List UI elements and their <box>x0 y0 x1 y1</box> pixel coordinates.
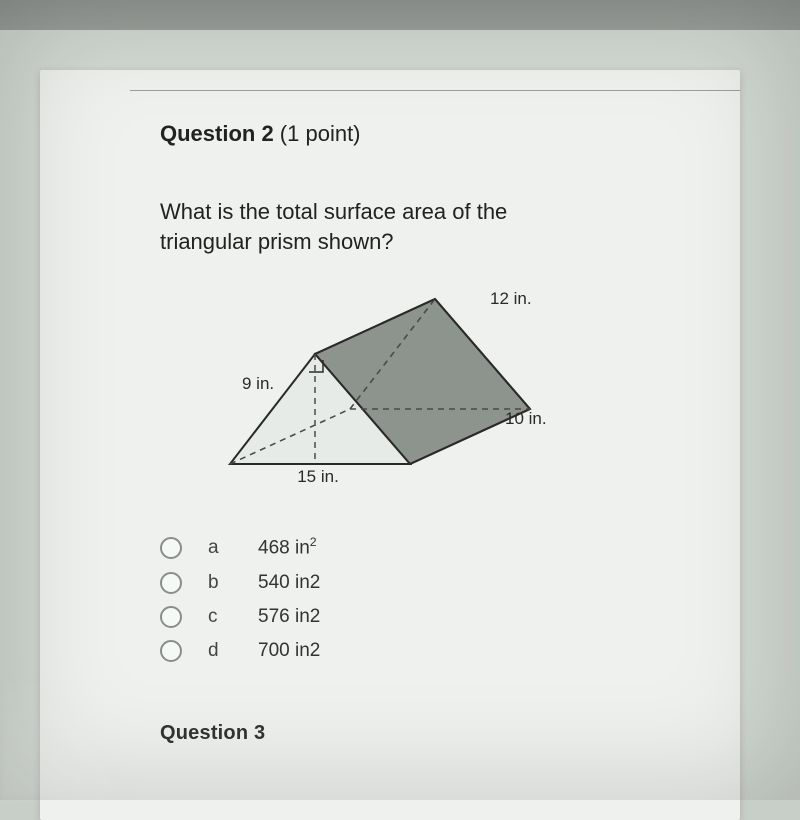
question-text: What is the total surface area of the tr… <box>160 197 580 256</box>
option-letter: d <box>208 640 232 662</box>
radio-icon[interactable] <box>160 537 182 559</box>
option-value: 540 in2 <box>258 572 320 594</box>
radio-icon[interactable] <box>160 606 182 628</box>
option-value: 700 in2 <box>258 640 320 662</box>
option-letter: b <box>208 572 232 594</box>
question-points: (1 point) <box>274 121 361 146</box>
prism-diagram: 12 in. 9 in. 10 in. 15 in. <box>200 274 710 489</box>
svg-text:12 in.: 12 in. <box>490 289 532 308</box>
question-card: Question 2 (1 point) What is the total s… <box>40 70 740 820</box>
top-divider <box>130 90 740 91</box>
svg-text:9 in.: 9 in. <box>242 374 274 393</box>
option-value: 576 in2 <box>258 606 320 628</box>
question-header: Question 2 (1 point) <box>160 121 710 147</box>
radio-icon[interactable] <box>160 572 182 594</box>
svg-text:15 in.: 15 in. <box>297 467 339 484</box>
option-a[interactable]: a 468 in2 <box>160 529 710 565</box>
answer-options: a 468 in2 b 540 in2 c 576 in2 d 700 in2 <box>160 529 710 667</box>
option-b[interactable]: b 540 in2 <box>160 566 710 600</box>
option-value: 468 in2 <box>258 535 317 559</box>
option-letter: c <box>208 606 232 628</box>
next-question-hint: Question 3 <box>160 722 710 745</box>
radio-icon[interactable] <box>160 640 182 662</box>
option-d[interactable]: d 700 in2 <box>160 634 710 668</box>
option-letter: a <box>208 537 232 559</box>
question-number: Question 2 <box>160 121 274 146</box>
svg-text:10 in.: 10 in. <box>505 409 547 428</box>
option-c[interactable]: c 576 in2 <box>160 600 710 634</box>
